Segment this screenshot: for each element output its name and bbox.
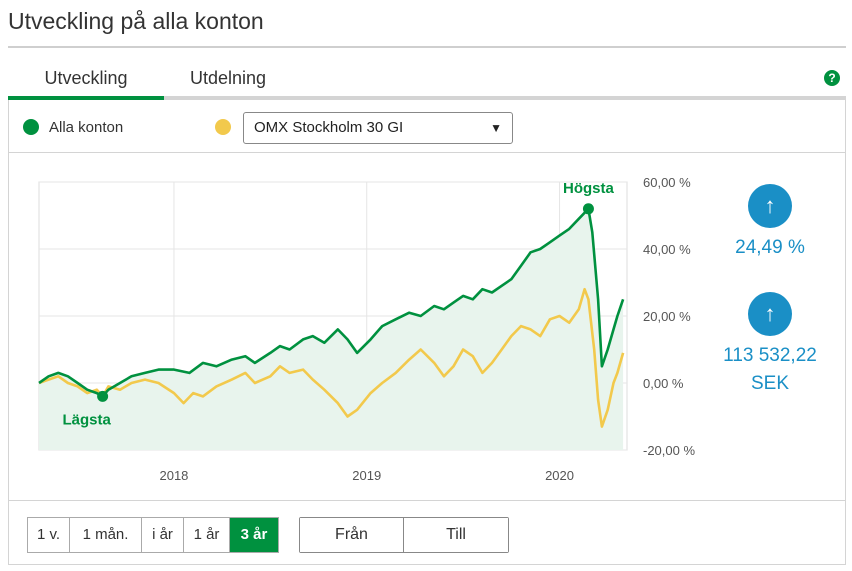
help-icon[interactable]: ? [824, 70, 840, 86]
chart-panel: Alla konton OMX Stockholm 30 GI ▼ 60,00 … [8, 100, 846, 565]
arrow-up-icon: ↑ [748, 292, 792, 336]
return-currency: SEK [750, 373, 790, 394]
yellow-dot-icon [215, 119, 231, 135]
range-button-1v[interactable]: 1 v. [28, 518, 70, 552]
range-button-iar[interactable]: i år [142, 518, 184, 552]
x-tick-label: 2020 [545, 468, 574, 483]
legend-label: Alla konton [49, 119, 124, 136]
date-range-group: Från Till [299, 517, 509, 553]
page-title: Utveckling på alla konton [8, 8, 264, 34]
tab-utdelning[interactable]: Utdelning [190, 68, 267, 88]
stat-amount: ↑ 113 532,22 SEK [705, 292, 835, 396]
chevron-down-icon: ▼ [490, 121, 502, 135]
range-button-3ar[interactable]: 3 år [230, 518, 278, 552]
high-point-marker [582, 203, 594, 215]
low-point-marker [97, 390, 109, 402]
tabs-divider [8, 96, 846, 100]
y-tick-label: 20,00 % [643, 309, 691, 324]
green-dot-icon [23, 119, 39, 135]
series-line-benchmark [38, 287, 625, 428]
from-date-button[interactable]: Från [300, 518, 404, 552]
stat-percent: ↑ 24,49 % [731, 184, 809, 260]
return-percent: 24,49 % [735, 237, 805, 258]
to-date-button[interactable]: Till [404, 518, 508, 552]
title-divider [8, 46, 846, 48]
active-tab-indicator [8, 96, 164, 100]
high-point-label: Högsta [563, 180, 614, 197]
y-tick-label: 60,00 % [643, 175, 691, 190]
benchmark-select-value: OMX Stockholm 30 GI [254, 119, 404, 136]
x-tick-label: 2019 [352, 468, 381, 483]
y-tick-label: 40,00 % [643, 242, 691, 257]
x-tick-label: 2018 [159, 468, 188, 483]
tab-bar: Utveckling Utdelning ? [8, 60, 846, 100]
low-point-label: Lägsta [62, 411, 111, 428]
legend-benchmark [215, 119, 241, 136]
series-line-alla-konton [38, 207, 625, 398]
range-controls: 1 v. 1 mån. i år 1 år 3 år Från Till [9, 500, 845, 564]
arrow-up-icon: ↑ [748, 184, 792, 228]
range-button-1ar[interactable]: 1 år [184, 518, 230, 552]
benchmark-select[interactable]: OMX Stockholm 30 GI ▼ [243, 112, 513, 144]
series-area-alla-konton [39, 208, 624, 450]
tab-utveckling[interactable]: Utveckling [44, 68, 128, 88]
range-button-1man[interactable]: 1 mån. [70, 518, 142, 552]
legend-row: Alla konton OMX Stockholm 30 GI ▼ [9, 100, 845, 153]
period-button-group: 1 v. 1 mån. i år 1 år 3 år [27, 517, 279, 553]
y-tick-label: -20,00 % [643, 443, 695, 458]
y-tick-label: 0,00 % [643, 376, 684, 391]
performance-chart: 60,00 % 40,00 % 20,00 % 0,00 % -20,00 % 2018 2… [38, 175, 695, 483]
return-amount: 113 532,22 [723, 345, 817, 366]
legend-alla-konton: Alla konton [23, 119, 123, 136]
